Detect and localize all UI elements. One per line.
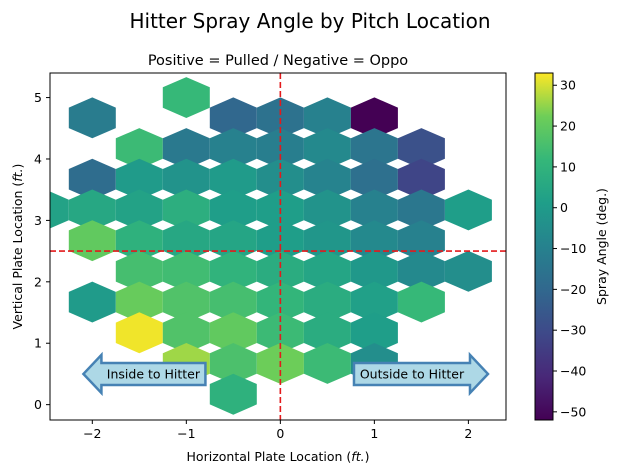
colorbar-tick-label: −20: [560, 282, 586, 297]
hex-cell: [303, 343, 351, 384]
reference-lines: [50, 73, 506, 420]
x-tick-label: 1: [370, 426, 378, 441]
y-tick-label: 2: [34, 274, 42, 289]
hex-cell: [397, 158, 445, 200]
colorbar-tick-label: 30: [560, 78, 576, 93]
hex-cell: [115, 281, 163, 323]
hex-cell: [209, 343, 257, 384]
hex-cell: [162, 189, 210, 231]
hex-cell: [303, 281, 351, 323]
hex-cell: [303, 128, 351, 169]
annotation-arrow: [81, 351, 207, 397]
annotation-label: Inside to Hitter: [107, 366, 201, 381]
hex-cell: [68, 97, 116, 139]
hex-cell: [350, 281, 398, 323]
hex-cell: [68, 189, 116, 231]
y-tick-label: 5: [34, 90, 42, 105]
x-tick-label: −1: [177, 426, 195, 441]
hex-cell: [115, 128, 163, 169]
x-tick-label: −2: [83, 426, 101, 441]
hex-cell: [209, 189, 257, 231]
hex-cell: [209, 281, 257, 323]
hex-cell: [444, 189, 492, 231]
hex-cell: [397, 250, 445, 292]
hex-cell: [303, 158, 351, 200]
hex-cell: [68, 281, 116, 323]
colorbar-tick-label: −30: [560, 323, 586, 338]
x-tick-label: 0: [276, 426, 284, 441]
colorbar-tick-label: 20: [560, 119, 576, 134]
hex-cell: [115, 312, 163, 354]
colorbar-tick-label: −50: [560, 404, 586, 419]
x-tick-label: 2: [464, 426, 472, 441]
hex-cell: [162, 250, 210, 292]
hex-cell: [162, 128, 210, 169]
plot-frame: [49, 72, 507, 421]
annotations: Inside to Hitter Outside to Hitter: [81, 351, 490, 397]
y-tick-label: 4: [34, 151, 42, 166]
hex-cell: [209, 128, 257, 169]
hex-cell: [397, 128, 445, 169]
hex-cell: [162, 281, 210, 323]
hex-cell: [209, 97, 257, 139]
x-axis-ticks: −2 −1 0 1 2: [83, 420, 472, 441]
y-axis-label: Vertical Plate Location (ft.): [10, 164, 25, 330]
hex-cell: [209, 373, 257, 415]
chart-subtitle: Positive = Pulled / Negative = Oppo: [148, 53, 408, 69]
hex-cell: [444, 250, 492, 292]
hex-cell: [115, 250, 163, 292]
hex-cell: [256, 312, 304, 354]
hex-cell: [350, 312, 398, 354]
hex-cell: [68, 158, 116, 200]
y-axis-ticks: 0 1 2 3 4 5: [34, 90, 50, 412]
hex-cell: [350, 97, 398, 139]
y-tick-label: 0: [34, 397, 42, 412]
hex-cell: [50, 191, 69, 229]
hex-cell: [303, 97, 351, 139]
colorbar-tick-label: −40: [560, 364, 586, 379]
hex-cell: [162, 158, 210, 200]
hex-cell: [303, 189, 351, 231]
hex-cell: [256, 158, 304, 200]
x-axis-label: Horizontal Plate Location (ft.): [187, 449, 370, 464]
annotation-arrow: [352, 351, 490, 397]
hex-cell: [350, 128, 398, 169]
hex-cell: [209, 312, 257, 354]
hex-cell: [303, 250, 351, 292]
hex-cell: [115, 189, 163, 231]
hex-cell: [115, 158, 163, 200]
hex-cell: [303, 312, 351, 354]
hex-cell: [397, 281, 445, 323]
colorbar-ticks: 30 20 10 0 −10 −20 −30 −40 −50: [553, 78, 586, 419]
hex-cell: [350, 250, 398, 292]
colorbar-tick-label: 0: [560, 200, 568, 215]
hex-cell: [350, 158, 398, 200]
colorbar: [534, 72, 554, 421]
hex-cell: [209, 158, 257, 200]
colorbar-tick-label: −10: [560, 241, 586, 256]
hex-cell: [256, 97, 304, 139]
y-tick-label: 3: [34, 213, 42, 228]
colorbar-tick-label: 10: [560, 159, 576, 174]
hex-cell: [397, 189, 445, 231]
hex-cell: [68, 220, 116, 262]
colorbar-label: Spray Angle (deg.): [594, 188, 609, 305]
hex-cell: [162, 312, 210, 354]
annotation-label: Outside to Hitter: [360, 366, 465, 381]
chart-title: Hitter Spray Angle by Pitch Location: [129, 9, 490, 33]
hex-cell: [209, 250, 257, 292]
hex-cell: [162, 77, 210, 118]
y-tick-label: 1: [34, 336, 42, 351]
hex-cell: [350, 189, 398, 231]
